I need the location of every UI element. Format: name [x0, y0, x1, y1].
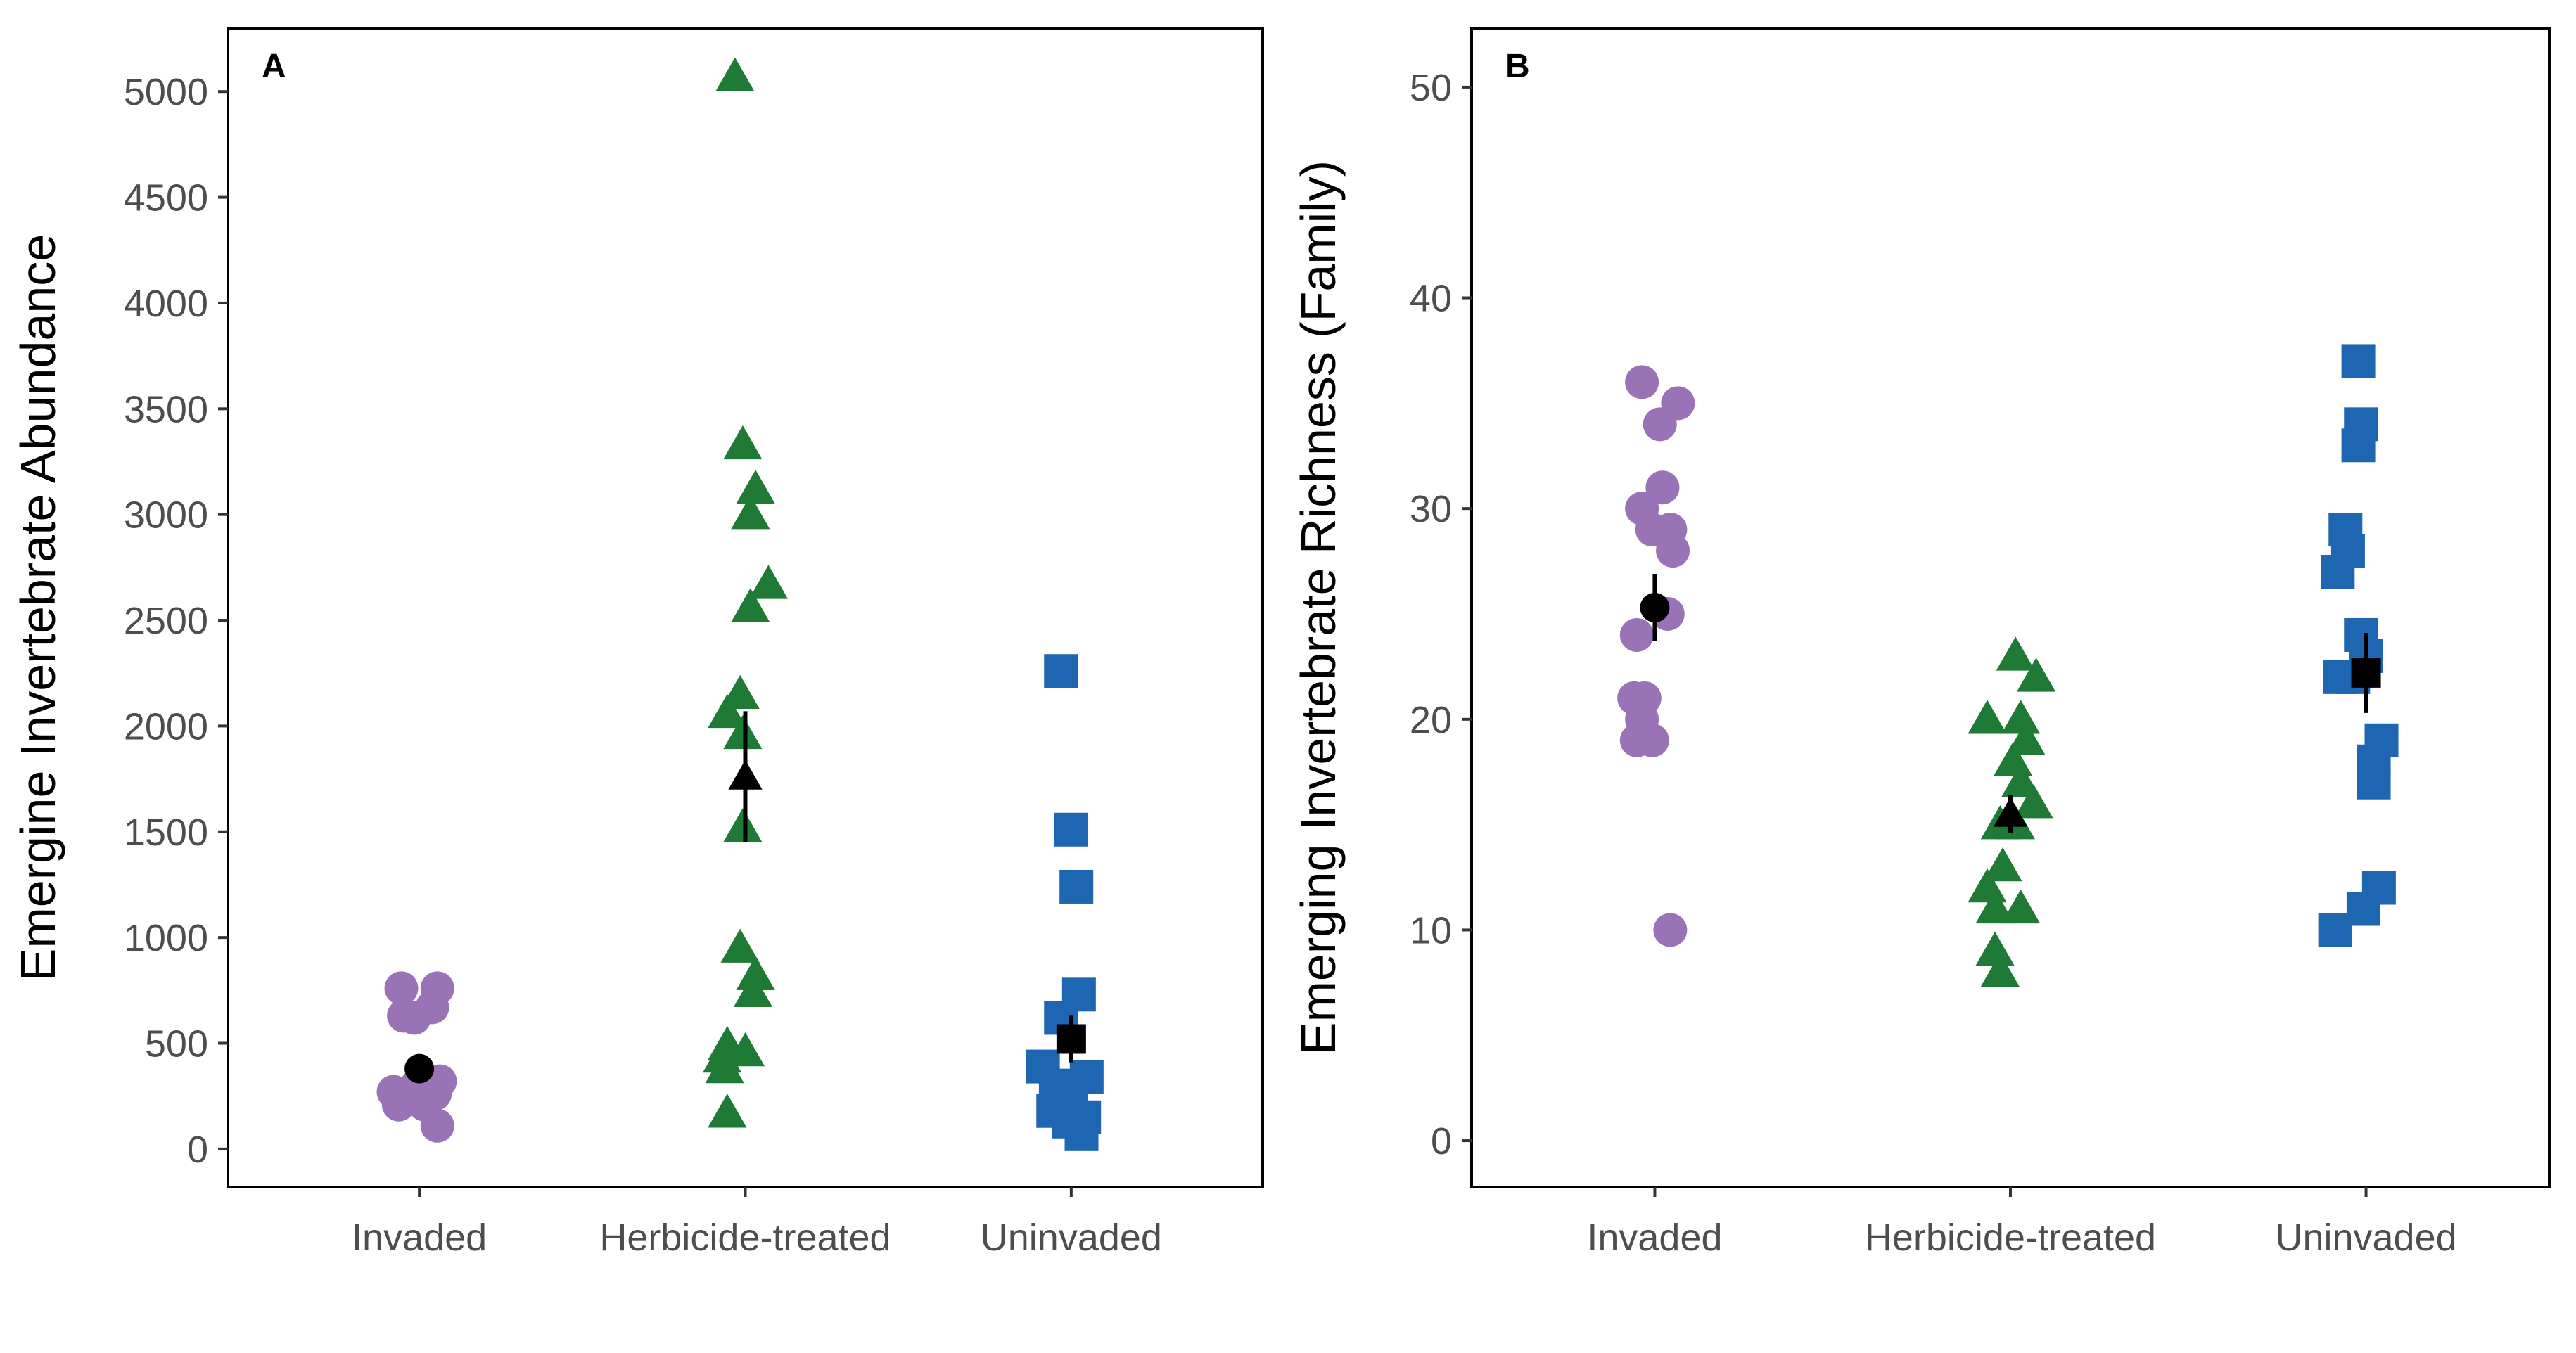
- data-point: [2014, 784, 2053, 819]
- y-tick-label: 1000: [124, 917, 208, 959]
- data-point: [2357, 765, 2391, 800]
- data-point: [1980, 952, 2020, 987]
- y-tick-label: 4500: [124, 177, 208, 219]
- data-point: [1643, 407, 1677, 442]
- mean-marker: [404, 1053, 435, 1084]
- panel-a-abundance-chart: A 0 500 1000 1500 2000 2500 3000 3500 4000 4500 500…: [11, 27, 1264, 1259]
- data-point: [1635, 513, 1669, 547]
- mean-marker: [728, 759, 763, 790]
- y-tick-label: 2500: [124, 600, 208, 642]
- data-point: [2001, 889, 2041, 924]
- data-point: [715, 57, 755, 91]
- data-point: [2001, 763, 2041, 797]
- y-axis-title: Emergine Invertebrate Abundance: [11, 234, 65, 981]
- data-point: [748, 565, 789, 599]
- data-point: [736, 469, 775, 504]
- panel-label: B: [1505, 48, 1530, 85]
- y-tick-label: 4000: [124, 283, 208, 325]
- data-point: [1656, 534, 1690, 568]
- data-point: [1983, 847, 2022, 882]
- y-tick-label: 40: [1410, 278, 1452, 320]
- data-point: [1044, 654, 1078, 688]
- data-point: [2001, 700, 2041, 734]
- data-point: [384, 971, 419, 1006]
- y-tick-label: 0: [187, 1129, 208, 1171]
- data-point: [1635, 723, 1669, 757]
- data-point: [397, 1001, 431, 1035]
- data-point: [2318, 913, 2352, 947]
- data-point: [1059, 869, 1094, 904]
- data-point: [723, 425, 763, 460]
- data-point: [1975, 931, 2015, 966]
- panel-label: A: [262, 48, 286, 85]
- data-point: [723, 808, 763, 842]
- x-tick-label: Herbicide-treated: [599, 1217, 891, 1259]
- data-point: [731, 588, 770, 622]
- data-point: [1975, 889, 2015, 924]
- data-point: [2346, 892, 2380, 926]
- y-tick-label: 500: [145, 1023, 208, 1065]
- data-point: [2341, 344, 2376, 378]
- y-tick-label: 3000: [124, 494, 208, 537]
- x-tick-label: Herbicide-treated: [1865, 1217, 2156, 1259]
- data-point: [708, 1094, 747, 1128]
- data-point: [1625, 365, 1659, 399]
- mean-marker: [1993, 797, 2028, 827]
- y-tick-label: 0: [1431, 1120, 1452, 1162]
- data-point: [708, 693, 747, 729]
- data-point: [2017, 658, 2056, 692]
- y-tick-label: 3500: [124, 388, 208, 430]
- x-tick-label: Invaded: [1587, 1217, 1722, 1259]
- data-point: [1996, 636, 2035, 671]
- y-tick-label: 20: [1410, 699, 1452, 741]
- data-point: [723, 714, 763, 750]
- y-tick-label: 2000: [124, 705, 208, 748]
- data-point: [705, 1049, 744, 1084]
- data-point: [736, 956, 775, 990]
- data-point: [2006, 721, 2046, 755]
- mean-marker: [1056, 1024, 1086, 1054]
- panel-b-richness-chart: B 0 10 20 30 40 50 Invaded Herbicide-treated Unin…: [1291, 27, 2551, 1259]
- y-tick-label: 50: [1410, 67, 1452, 109]
- data-point: [1968, 700, 2007, 734]
- y-tick-label: 10: [1410, 909, 1452, 951]
- data-point: [733, 973, 773, 1008]
- data-point: [725, 1032, 765, 1067]
- y-tick-label: 5000: [124, 71, 208, 113]
- data-point: [731, 495, 770, 530]
- data-point: [720, 928, 760, 963]
- data-point: [420, 1108, 454, 1143]
- data-point: [1653, 913, 1688, 947]
- data-point: [1619, 617, 1654, 652]
- x-tick-label: Uninvaded: [2275, 1217, 2456, 1259]
- data-point: [1054, 812, 1088, 847]
- data-point: [1064, 1117, 1099, 1151]
- data-point: [2341, 428, 2376, 463]
- x-tick-label: Uninvaded: [981, 1217, 1162, 1259]
- y-tick-label: 1500: [124, 812, 208, 854]
- data-point: [2321, 555, 2355, 589]
- mean-marker: [1640, 593, 1670, 622]
- mean-marker: [2351, 658, 2381, 688]
- y-tick-label: 30: [1410, 488, 1452, 530]
- data-point: [1645, 470, 1680, 505]
- data-point: [381, 1087, 416, 1122]
- x-tick-label: Invaded: [352, 1217, 487, 1259]
- y-axis-title: Emerging Invertebrate Richness (Family): [1291, 160, 1346, 1055]
